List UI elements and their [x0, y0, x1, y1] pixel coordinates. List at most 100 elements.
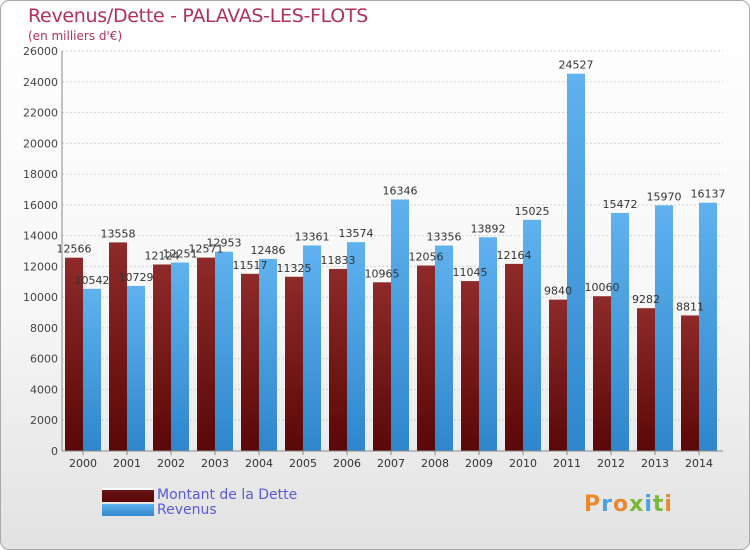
data-label-debt: 12566	[57, 243, 92, 256]
x-tick-label: 2003	[201, 457, 229, 470]
legend-label-revenue: Revenus	[157, 502, 217, 518]
y-tick-label: 26000	[23, 45, 58, 58]
bar-debt	[241, 273, 259, 451]
data-label-revenue: 13574	[339, 227, 374, 240]
y-tick-label: 22000	[23, 107, 58, 120]
y-tick-label: 0	[51, 445, 58, 458]
bar-revenue	[391, 199, 409, 451]
bar-revenue	[611, 212, 629, 451]
y-tick-label: 12000	[23, 260, 58, 273]
y-tick-label: 4000	[30, 383, 58, 396]
y-tick-label: 16000	[23, 199, 58, 212]
data-label-revenue: 15025	[515, 205, 550, 218]
x-tick-label: 2001	[113, 457, 141, 470]
bar-revenue	[347, 242, 365, 451]
x-tick-label: 2004	[245, 457, 273, 470]
data-label-debt: 10060	[585, 281, 620, 294]
x-tick-label: 2010	[509, 457, 537, 470]
data-label-revenue: 16137	[691, 188, 726, 201]
x-tick-label: 2009	[465, 457, 493, 470]
data-label-revenue: 24527	[559, 59, 594, 72]
bar-revenue	[479, 237, 497, 451]
bar-debt	[109, 242, 127, 451]
bar-revenue	[567, 73, 585, 452]
y-tick-label: 6000	[30, 353, 58, 366]
axis-layer: 0 2000 4000 6000 8000 10000 12000 14000 16000 180…	[23, 45, 723, 470]
legend-label-debt: Montant de la Dette	[157, 487, 298, 503]
legend-swatch-revenue	[102, 504, 154, 516]
data-label-revenue: 12486	[251, 244, 286, 257]
data-label-debt: 12056	[409, 251, 444, 264]
legend-item-revenue: Revenus	[102, 502, 217, 518]
bar-debt	[593, 296, 611, 451]
bar-revenue	[83, 288, 101, 451]
data-label-debt: 11325	[277, 262, 312, 275]
data-label-debt: 12124	[145, 249, 180, 262]
data-label-revenue: 15472	[603, 198, 638, 211]
bar-debt	[637, 308, 655, 451]
x-tick-label: 2006	[333, 457, 361, 470]
y-tick-label: 20000	[23, 137, 58, 150]
bar-debt	[285, 276, 303, 451]
bar-debt	[681, 315, 699, 451]
y-tick-label: 2000	[30, 414, 58, 427]
data-label-revenue: 15970	[647, 190, 682, 203]
data-label-debt: 11833	[321, 254, 356, 267]
bar-revenue	[259, 258, 277, 451]
data-label-debt: 11045	[453, 266, 488, 279]
bar-debt	[65, 257, 83, 451]
bar-revenue	[435, 245, 453, 451]
value-labels-layer: 12566 10542 13558 10729 12124122511257112953…	[57, 59, 726, 314]
y-tick-label: 8000	[30, 322, 58, 335]
bar-debt	[197, 257, 215, 451]
data-label-revenue: 12251	[163, 248, 198, 261]
logo-letter: t	[652, 492, 665, 517]
bar-revenue	[699, 202, 717, 451]
y-tick-label: 10000	[23, 291, 58, 304]
data-label-revenue: 16346	[383, 185, 418, 198]
data-label-debt: 11517	[233, 259, 268, 272]
data-label-debt: 9282	[632, 293, 660, 306]
logo-letter: x	[629, 492, 645, 517]
x-tick-label: 2011	[553, 457, 581, 470]
x-tick-label: 2000	[69, 457, 97, 470]
logo-letter: r	[601, 492, 613, 517]
bar-debt	[153, 264, 171, 451]
x-tick-label: 2008	[421, 457, 449, 470]
bar-revenue	[655, 205, 673, 451]
data-label-revenue: 13361	[295, 230, 330, 243]
data-label-debt: 8811	[676, 300, 704, 313]
x-tick-label: 2002	[157, 457, 185, 470]
data-label-debt: 9840	[544, 285, 572, 298]
logo-letter: o	[612, 492, 630, 517]
x-tick-label: 2007	[377, 457, 405, 470]
y-tick-label: 18000	[23, 168, 58, 181]
data-label-revenue: 13356	[427, 231, 462, 244]
bar-debt	[461, 281, 479, 451]
bar-revenue	[127, 285, 145, 451]
data-label-debt: 13558	[101, 227, 136, 240]
bar-revenue	[215, 251, 233, 451]
y-tick-label: 14000	[23, 230, 58, 243]
x-tick-label: 2005	[289, 457, 317, 470]
legend-swatch-debt	[102, 488, 154, 502]
y-tick-label: 24000	[23, 76, 58, 89]
proxiti-logo: Proxiti	[584, 492, 673, 517]
chart-subtitle: (en milliers d'€)	[28, 29, 123, 43]
bar-revenue	[523, 219, 541, 451]
bar-debt	[329, 268, 347, 451]
data-label-debt: 12164	[497, 249, 532, 262]
logo-letter: P	[584, 492, 602, 517]
bar-debt	[417, 265, 435, 451]
x-tick-label: 2013	[641, 457, 669, 470]
data-label-revenue: 12953	[207, 237, 242, 250]
bar-debt	[549, 299, 567, 451]
bar-debt	[373, 282, 391, 451]
data-label-debt: 10965	[365, 267, 400, 280]
data-label-revenue: 10542	[75, 274, 110, 287]
bars-layer	[65, 73, 717, 452]
chart-title: Revenus/Dette - PALAVAS-LES-FLOTS	[28, 5, 369, 27]
legend-item-debt: Montant de la Dette	[102, 487, 298, 503]
